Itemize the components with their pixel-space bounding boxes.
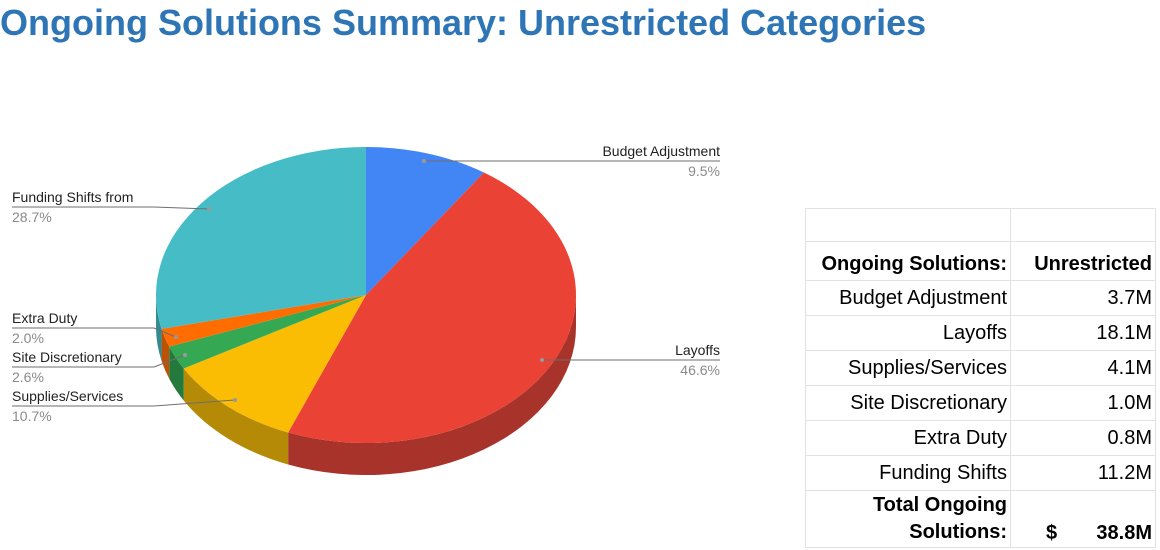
pie-slice-site-discretionary: [169, 295, 366, 369]
pie-side-supplies-services: [183, 368, 289, 465]
slice-label-supplies-services: Supplies/Services: [12, 388, 123, 404]
pie-slice-extra-duty: [161, 295, 366, 347]
slice-percent-layoffs: 46.6%: [680, 362, 720, 378]
pie-slice-supplies-services: [183, 295, 366, 433]
pie-slice-budget-adjustment: [366, 147, 484, 295]
table-row: Supplies/Services 4.1M: [805, 350, 1156, 386]
leader-line-funding-shifts-from: [12, 206, 210, 210]
leader-dot-budget-adjustment: [422, 159, 426, 163]
leader-line-supplies-services: [12, 399, 236, 407]
slice-label-extra-duty: Extra Duty: [12, 310, 77, 326]
leader-dot-extra-duty: [174, 335, 178, 339]
table-row: Funding Shifts 11.2M: [805, 455, 1156, 491]
slice-label-site-discretionary: Site Discretionary: [12, 349, 122, 365]
row-label: Layoffs: [805, 315, 1011, 351]
pie-slice-funding-shifts-from: [155, 147, 366, 329]
slice-label-funding-shifts-from: Funding Shifts from: [12, 189, 133, 205]
total-value: 38.8M: [1096, 522, 1152, 544]
table-row: Layoffs 18.1M: [805, 315, 1156, 351]
total-label: Total Ongoing Solutions:: [805, 490, 1011, 548]
row-label: Site Discretionary: [805, 385, 1011, 421]
total-label-line1: Total Ongoing: [872, 494, 1007, 516]
summary-table: Ongoing Solutions: Unrestricted Budget A…: [805, 208, 1156, 548]
pie-chart: Budget Adjustment 9.5% Layoffs 46.6% Supplie…: [12, 143, 720, 475]
slice-percent-supplies-services: 10.7%: [12, 408, 52, 424]
total-currency: $: [1046, 522, 1058, 544]
row-value: 0.8M: [1010, 420, 1156, 456]
row-label: Extra Duty: [805, 420, 1011, 456]
pie-side-extra-duty: [161, 328, 170, 379]
leader-dot-layoffs: [540, 358, 544, 362]
slice-label-budget-adjustment: Budget Adjustment: [602, 143, 720, 159]
pie-side-layoffs: [288, 295, 576, 475]
row-value: 18.1M: [1010, 315, 1156, 351]
table-row: Extra Duty 0.8M: [805, 420, 1156, 456]
table-row: Site Discretionary 1.0M: [805, 385, 1156, 421]
total-value-cell: $ 38.8M: [1010, 490, 1156, 548]
leader-line-extra-duty: [12, 327, 177, 338]
pie-slice-layoffs: [288, 172, 577, 444]
total-label-line2: Solutions:: [909, 521, 1007, 543]
row-label: Budget Adjustment: [805, 280, 1011, 316]
leader-dot-funding-shifts-from: [207, 207, 211, 211]
slice-percent-funding-shifts-from: 28.7%: [12, 209, 52, 225]
header-unrestricted: Unrestricted: [1010, 241, 1156, 281]
table-header-row: Ongoing Solutions: Unrestricted: [805, 241, 1156, 281]
slice-percent-budget-adjustment: 9.5%: [688, 163, 720, 179]
table-blank-row: [805, 208, 1156, 242]
leader-dot-site-discretionary: [183, 353, 187, 357]
row-value: 3.7M: [1010, 280, 1156, 316]
leader-line-site-discretionary: [12, 354, 186, 368]
page-title: Ongoing Solutions Summary: Unrestricted …: [0, 2, 927, 43]
row-label: Funding Shifts: [805, 455, 1011, 491]
header-ongoing-solutions: Ongoing Solutions:: [805, 241, 1011, 281]
slice-percent-site-discretionary: 2.6%: [12, 369, 44, 385]
leader-dot-supplies-services: [233, 398, 237, 402]
row-value: 4.1M: [1010, 350, 1156, 386]
row-value: 11.2M: [1010, 455, 1156, 491]
table-total-row: Total Ongoing Solutions: $ 38.8M: [805, 490, 1156, 548]
table-row: Budget Adjustment 3.7M: [805, 280, 1156, 316]
pie-side-funding-shifts-from: [156, 295, 162, 361]
row-value: 1.0M: [1010, 385, 1156, 421]
slice-label-layoffs: Layoffs: [675, 342, 720, 358]
slice-percent-extra-duty: 2.0%: [12, 330, 44, 346]
row-label: Supplies/Services: [805, 350, 1011, 386]
